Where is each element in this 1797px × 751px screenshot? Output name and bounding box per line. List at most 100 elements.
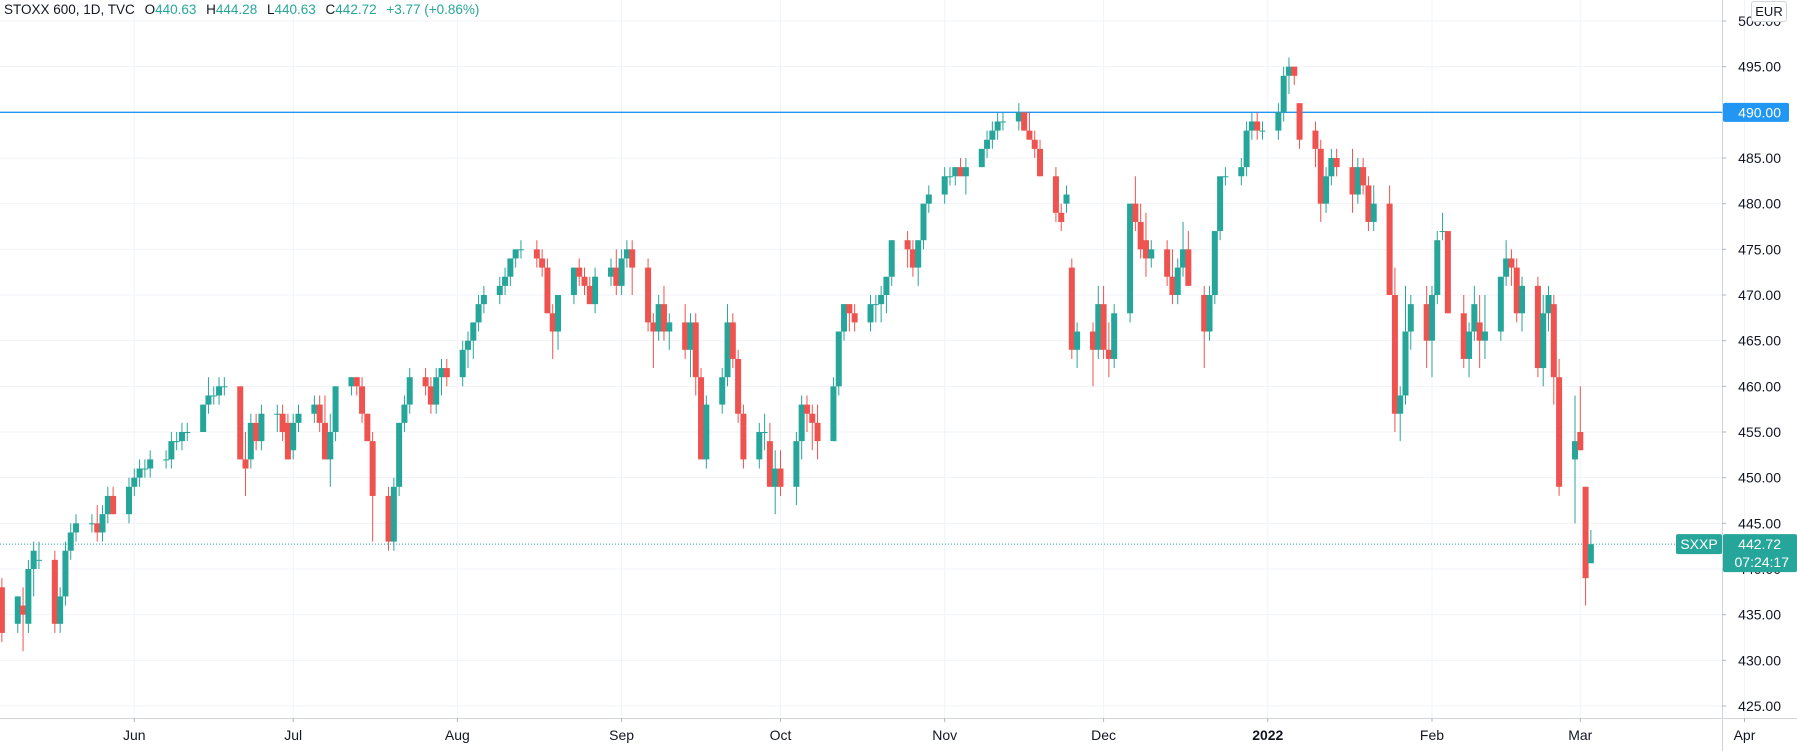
candle-body [1137, 221, 1144, 250]
candle-body [359, 386, 366, 414]
candle-body [136, 468, 143, 478]
candle [173, 432, 180, 451]
candle [1328, 148, 1335, 186]
candle-body [544, 267, 551, 314]
candle-body [274, 413, 281, 415]
candle [798, 395, 805, 460]
candle-body [1074, 331, 1081, 350]
symbol-label[interactable]: STOXX 600, 1D, TVC [4, 2, 135, 17]
candle [1105, 322, 1112, 378]
time-tick-label: Sep [609, 727, 634, 743]
candle-body [766, 441, 773, 487]
candle [984, 130, 991, 158]
candle-body [1185, 249, 1192, 286]
candle-body [14, 596, 21, 624]
candle-body [883, 276, 890, 295]
candle [1021, 112, 1028, 131]
candle-body [989, 130, 996, 140]
candle-body [470, 322, 477, 341]
candle-body [279, 413, 286, 432]
candle-body [1111, 313, 1118, 359]
candle [766, 422, 773, 487]
candle-body [841, 304, 848, 332]
candle-body [999, 121, 1006, 123]
candle-body [284, 422, 291, 460]
candle-body [1095, 304, 1102, 350]
candle [390, 477, 397, 551]
candle [512, 249, 519, 268]
candle [809, 404, 816, 451]
candle-body [88, 523, 95, 525]
candle-body [735, 358, 742, 414]
candle-body [957, 167, 964, 177]
candle-body [1089, 331, 1096, 350]
candle [1169, 249, 1176, 305]
candle [427, 377, 434, 414]
candle [94, 505, 101, 542]
candle-body [581, 276, 588, 286]
high-value: 444.28 [215, 2, 258, 17]
candle [433, 368, 440, 414]
candle [549, 304, 556, 359]
candle [348, 377, 355, 396]
candle [517, 240, 524, 259]
candle [1148, 240, 1155, 268]
candle-body [1513, 267, 1520, 314]
price-axis[interactable]: 425.00430.00435.00440.00445.00450.00455.… [1722, 13, 1781, 714]
candle [1180, 221, 1187, 277]
candle [878, 285, 885, 323]
symbol-tag-bg [1676, 534, 1722, 555]
candle-body [1434, 240, 1441, 295]
candle-body [141, 468, 148, 470]
candle [0, 578, 5, 643]
candle [925, 185, 932, 213]
time-tick-label: Dec [1091, 727, 1116, 743]
candle-body [761, 432, 768, 433]
candle [1137, 203, 1144, 259]
time-axis[interactable]: Jun Jul Aug Sep Oct Nov Dec 2022 Feb Mar Apr [123, 718, 1756, 743]
candle [586, 276, 593, 305]
candle-body [168, 441, 175, 460]
price-tick-label: 495.00 [1738, 59, 1781, 75]
candle [698, 368, 705, 460]
candle [1466, 322, 1473, 378]
candle [110, 486, 117, 515]
candle [1074, 322, 1081, 369]
candle [216, 377, 223, 405]
candle-body [740, 413, 747, 460]
price-tick-label: 455.00 [1738, 424, 1781, 440]
candle [205, 377, 212, 414]
currency-button[interactable]: EUR [1751, 1, 1787, 22]
candle [851, 304, 858, 332]
candle [1471, 285, 1478, 341]
candle-body [1582, 486, 1589, 579]
candle [1391, 267, 1398, 432]
candle [692, 313, 699, 396]
candle-body [1238, 167, 1245, 177]
candle [1037, 139, 1044, 177]
candle [237, 386, 244, 460]
candle-body [459, 349, 466, 378]
candle-body [1466, 331, 1473, 359]
candle-body [396, 422, 403, 487]
candle-body [867, 304, 874, 323]
candle-body [242, 459, 249, 469]
candle [835, 331, 842, 396]
candle [51, 550, 58, 633]
last-price-tag: 442.72 07:24:17 [1723, 534, 1797, 573]
candle [1068, 258, 1075, 359]
candle-body [629, 249, 636, 268]
candle-body [51, 559, 58, 624]
candle-body [369, 441, 376, 496]
price-tags: 490.00 SXXP 442.72 07:24:17 [1676, 102, 1797, 573]
candle [475, 295, 482, 332]
price-tick-label: 435.00 [1738, 607, 1781, 623]
candle [327, 413, 334, 487]
candle [1248, 112, 1255, 140]
candle [184, 422, 191, 442]
price-tick-label: 480.00 [1738, 196, 1781, 212]
candle [1519, 276, 1526, 332]
candle [104, 486, 111, 524]
candle [830, 377, 837, 442]
